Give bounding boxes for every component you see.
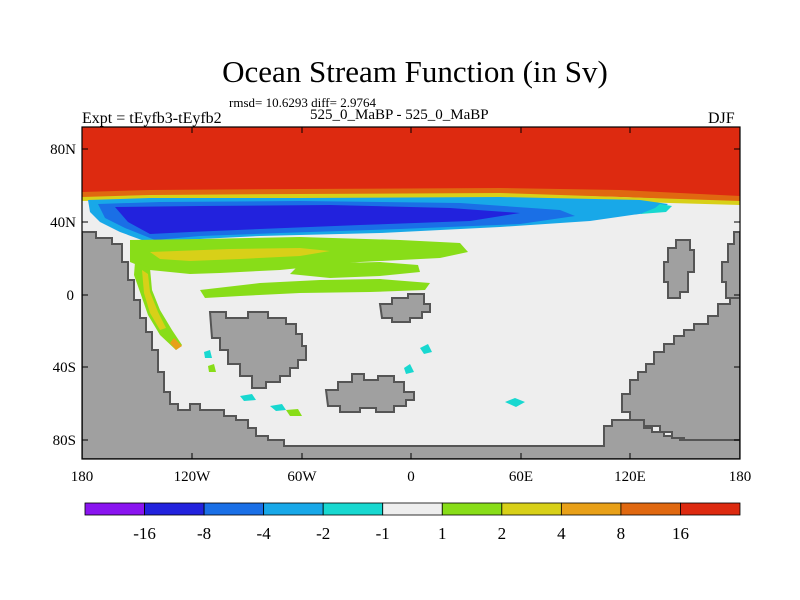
colorbar-box <box>620 502 681 516</box>
northern-negative-core <box>115 205 520 234</box>
x-tick-label: 0 <box>407 469 415 485</box>
colorbar-box <box>382 502 443 516</box>
northern-orange-edge <box>82 188 740 202</box>
northern-positive-band <box>82 127 740 200</box>
coastal-orange-tip <box>170 338 182 350</box>
colorbar-label: 16 <box>672 524 689 543</box>
cyan-patch-2 <box>240 394 256 401</box>
colorbar-label: -8 <box>197 524 211 543</box>
x-tick-label: 120W <box>174 469 212 485</box>
colorbar-label: -4 <box>257 524 272 543</box>
equatorial-positive-band <box>200 279 430 298</box>
land-eastern-island <box>663 239 695 299</box>
y-tick-label: 0 <box>67 288 75 304</box>
colorbar-label: 8 <box>617 524 626 543</box>
western-coastal-strip-yellow <box>142 270 166 330</box>
colorbar-box <box>263 502 324 516</box>
colorbar: -16 -8 -4 -2 -1 1 2 4 8 16 <box>84 502 741 543</box>
season-label: DJF <box>708 110 735 127</box>
cyan-patch-1 <box>505 398 525 407</box>
colorbar-label: -1 <box>376 524 390 543</box>
land-southern-island <box>324 373 415 413</box>
chart-title: Ocean Stream Function (in Sv) <box>222 54 608 89</box>
cyan-patch-5 <box>404 364 414 374</box>
colorbar-box <box>144 502 205 516</box>
tropical-positive-band-yellow <box>150 248 330 261</box>
experiment-label: Expt = tEyfb3-tEyfb2 <box>82 110 222 127</box>
land-central-continent <box>208 311 307 389</box>
colorbar-box <box>84 502 145 516</box>
x-tick-label: 180 <box>729 469 752 485</box>
colorbar-box <box>680 502 741 516</box>
colorbar-box <box>560 502 622 516</box>
x-tick-label: 60E <box>509 469 533 485</box>
cyan-patch-6 <box>204 350 212 358</box>
colorbar-label: 2 <box>498 524 507 543</box>
colorbar-box <box>322 502 384 516</box>
x-tick-label: 60W <box>287 469 317 485</box>
land-eastern-continent <box>621 295 740 441</box>
runs-label: 525_0_MaBP - 525_0_MaBP <box>310 107 489 123</box>
colorbar-label: -16 <box>133 524 156 543</box>
green-patch-2 <box>208 364 216 372</box>
land-eastern-coast-strip <box>721 231 740 299</box>
northern-cyan-fringe <box>640 204 672 214</box>
colorbar-label: -2 <box>316 524 330 543</box>
y-tick-label: 40S <box>53 360 76 376</box>
colorbar-label: 1 <box>438 524 447 543</box>
cyan-patch-3 <box>270 404 286 411</box>
tropical-positive-band-lower <box>290 262 420 278</box>
x-tick-label: 180 <box>71 469 94 485</box>
y-tick-label: 80S <box>53 433 76 449</box>
x-tick-label: 120E <box>614 469 646 485</box>
land-central-island <box>378 293 431 323</box>
y-tick-label: 80N <box>50 142 76 158</box>
northern-yellow-edge <box>82 193 740 205</box>
colorbar-box <box>501 502 562 516</box>
stats-subtitle: rmsd= 10.6293 diff= 2.9764 <box>229 95 376 110</box>
green-patch-1 <box>286 409 302 416</box>
y-tick-label: 40N <box>50 215 76 231</box>
colorbar-box <box>203 502 265 516</box>
colorbar-label: 4 <box>557 524 566 543</box>
cyan-patch-4 <box>420 344 432 354</box>
colorbar-box <box>441 502 503 516</box>
